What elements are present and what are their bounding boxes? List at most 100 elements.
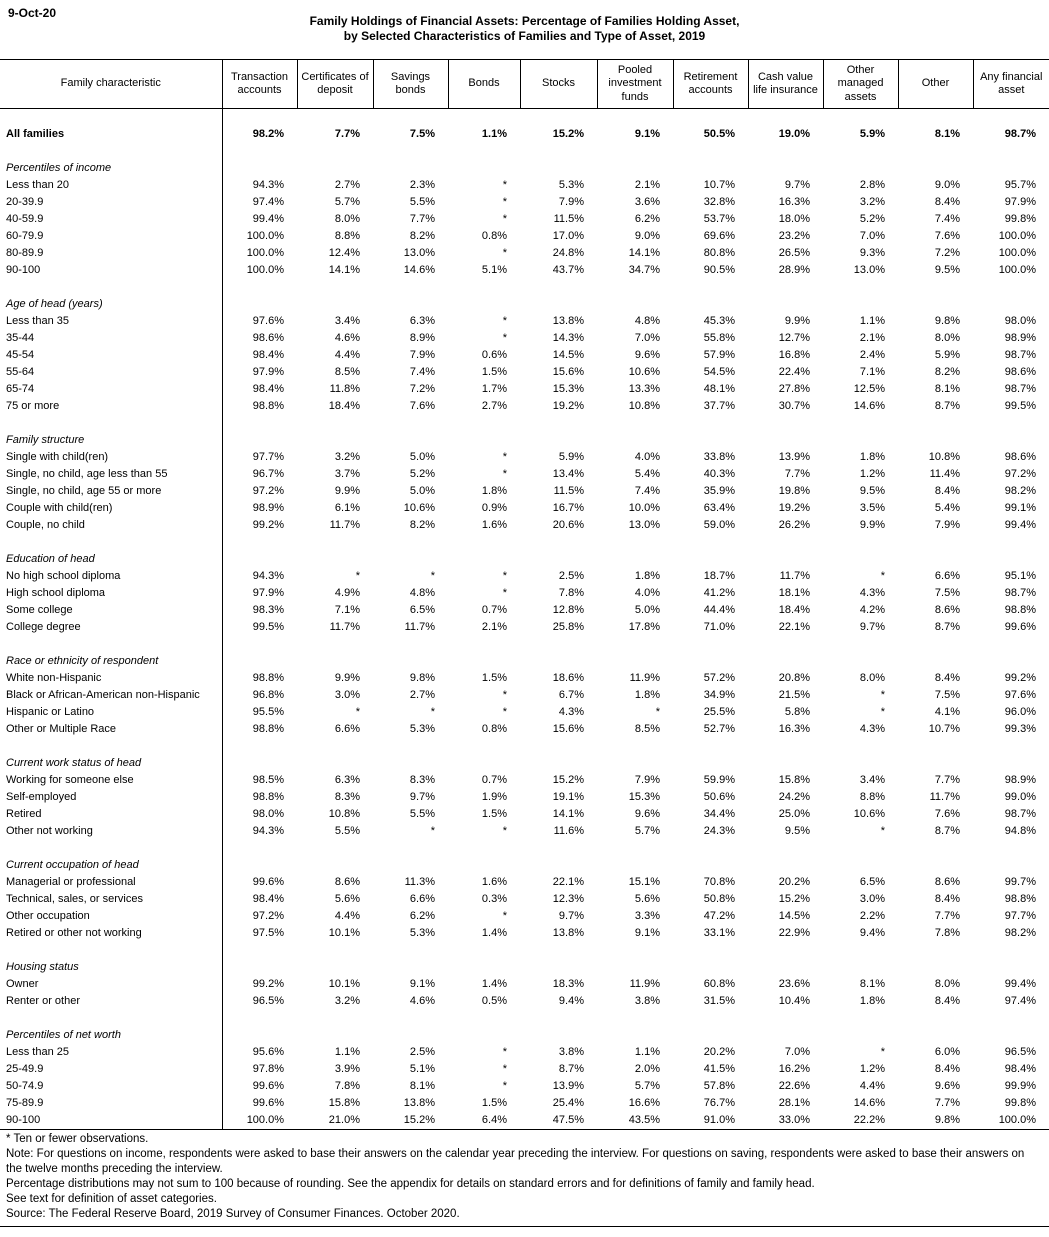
value-cell: 98.2% [1004, 926, 1036, 939]
table-row: 25-49.9 97.8% 3.9% 5.1% * 8.7% 2.0% 41.5% 16.2% 1… [0, 1060, 1049, 1078]
value-cell: 14.6% [403, 263, 435, 276]
value-cell: 3.5% [859, 501, 885, 514]
section-heading-row: Percentiles of income [0, 159, 1049, 177]
value-cell: 99.8% [1004, 212, 1036, 225]
value-cell: 8.2% [409, 229, 435, 242]
value-cell: 8.6% [934, 875, 960, 888]
value-cell: 97.4% [252, 195, 284, 208]
section-heading: Housing status [0, 958, 223, 976]
section-heading: Education of head [0, 550, 223, 568]
value-cell: 30.7% [778, 399, 810, 412]
value-cell: 2.5% [558, 569, 584, 582]
value-cell: 8.4% [934, 195, 960, 208]
row-label: No high school diploma [0, 567, 223, 585]
value-cell: 45.3% [703, 314, 735, 327]
value-cell: 13.0% [853, 263, 885, 276]
row-label: Other not working [0, 822, 223, 840]
value-cell: 6.4% [481, 1113, 507, 1126]
value-cell: 2.1% [634, 178, 660, 191]
value-cell: 63.4% [703, 501, 735, 514]
spacer-cell [0, 414, 223, 432]
value-cell: 28.1% [778, 1096, 810, 1109]
section-heading-filler [222, 857, 1049, 874]
value-cell: 2.5% [409, 1045, 435, 1058]
spacer-cell [222, 279, 1049, 296]
value-cell: 8.5% [634, 722, 660, 735]
row-label: 90-100 [0, 261, 223, 279]
value-cell: 2.7% [409, 688, 435, 701]
row-label: Technical, sales, or services [0, 890, 223, 908]
value-cell: 12.8% [552, 603, 584, 616]
value-cell: 25.4% [552, 1096, 584, 1109]
row-label: 35-44 [0, 329, 223, 347]
value-cell: 11.5% [553, 484, 584, 497]
value-cell: 59.9% [703, 773, 735, 786]
value-cell: 0.7% [481, 773, 507, 786]
value-cell: 40.3% [703, 467, 735, 480]
value-cell: 3.0% [334, 688, 360, 701]
section-heading-filler [222, 959, 1049, 976]
value-cell: 19.8% [778, 484, 810, 497]
value-cell: 5.7% [634, 1079, 660, 1092]
value-cell: 98.8% [252, 671, 284, 684]
section-heading: Age of head (years) [0, 295, 223, 313]
value-cell: 98.8% [1004, 892, 1036, 905]
column-header: Any financial asset [972, 59, 1049, 109]
value-cell: 7.7% [934, 909, 960, 922]
spacer-cell [222, 840, 1049, 857]
value-cell: * [502, 688, 507, 701]
value-cell: 100.0% [246, 246, 284, 259]
table-row: High school diploma 97.9% 4.9% 4.8% * 7.8% 4.0… [0, 584, 1049, 602]
value-cell: 11.7% [329, 620, 360, 633]
data-table: Family characteristic Transaction account… [0, 59, 1049, 1130]
table-row: White non-Hispanic 98.8% 9.9% 9.8% 1.5% 18.6%… [0, 669, 1049, 687]
value-cell: 5.0% [409, 484, 435, 497]
page-date: 9-Oct-20 [8, 6, 57, 20]
value-cell: 12.7% [778, 331, 810, 344]
value-cell: 98.2% [252, 127, 284, 140]
value-cell: 3.2% [859, 195, 885, 208]
section-heading-row: Current work status of head [0, 754, 1049, 772]
value-cell: 9.9% [859, 518, 885, 531]
value-cell: 14.5% [778, 909, 810, 922]
value-cell: 15.3% [552, 382, 584, 395]
value-cell: 100.0% [998, 263, 1036, 276]
value-cell: 9.8% [934, 314, 960, 327]
value-cell: 9.1% [634, 926, 660, 939]
footnote: Source: The Federal Reserve Board, 2019 … [6, 1207, 460, 1220]
table-row: All families 98.2% 7.7% 7.5% 1.1% 15.2% 9.1% 50… [0, 125, 1049, 143]
value-cell: 8.1% [409, 1079, 435, 1092]
value-cell: 98.8% [1004, 603, 1036, 616]
value-cell: 22.1% [778, 620, 810, 633]
value-cell: 16.7% [552, 501, 584, 514]
value-cell: 1.6% [481, 875, 507, 888]
spacer-cell [0, 635, 223, 653]
table-row: Working for someone else 98.5% 6.3% 8.3% 0.7… [0, 771, 1049, 789]
page-title: Family Holdings of Financial Assets: Per… [0, 0, 1049, 44]
value-cell: 14.6% [853, 1096, 885, 1109]
value-cell: 8.7% [558, 1062, 584, 1075]
bottom-rule [0, 1225, 1049, 1227]
value-cell: 4.2% [859, 603, 885, 616]
value-cell: * [880, 824, 885, 837]
value-cell: 71.0% [703, 620, 735, 633]
column-header: Other [897, 59, 973, 109]
value-cell: 98.6% [252, 331, 284, 344]
value-cell: 33.1% [703, 926, 735, 939]
value-cell: 2.0% [634, 1062, 660, 1075]
value-cell: 20.6% [552, 518, 584, 531]
value-cell: 26.5% [778, 246, 810, 259]
value-cell: 25.8% [552, 620, 584, 633]
row-label: 75-89.9 [0, 1094, 223, 1112]
table-row: 75-89.9 99.6% 15.8% 13.8% 1.5% 25.4% 16.6% 76.7… [0, 1094, 1049, 1112]
value-cell: 15.2% [403, 1113, 435, 1126]
value-cell: 9.7% [558, 909, 584, 922]
spacer-cell [222, 636, 1049, 653]
value-cell: 14.3% [552, 331, 584, 344]
value-cell: 8.3% [334, 790, 360, 803]
value-cell: 9.9% [334, 671, 360, 684]
value-cell: 19.0% [778, 127, 810, 140]
table-row: Owner 99.2% 10.1% 9.1% 1.4% 18.3% 11.9% 60.8% 23… [0, 975, 1049, 993]
row-label: Some college [0, 601, 223, 619]
value-cell: 3.7% [334, 467, 360, 480]
